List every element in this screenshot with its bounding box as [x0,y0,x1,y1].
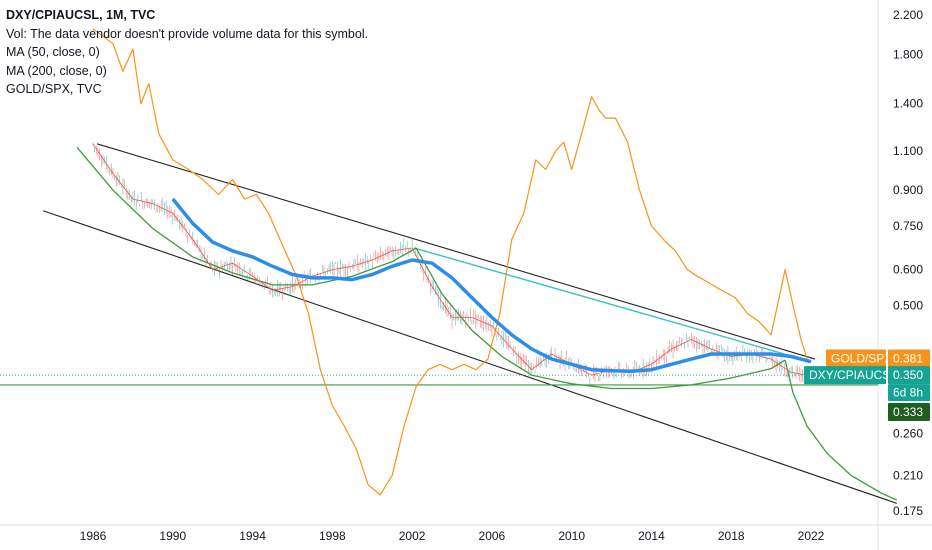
x-tick-label: 2002 [399,529,426,543]
y-tick-label: 0.500 [893,298,923,312]
y-tick-label: 0.260 [893,426,923,440]
y-tick-label: 0.750 [893,219,923,233]
x-axis[interactable]: 1986 1990 1994 1998 2002 2006 2010 2014 2018 2022 [80,529,825,543]
legend-compare[interactable]: GOLD/SPX, TVC [6,82,102,96]
y-tick-label: 1.800 [893,47,923,61]
y-tick-label: 0.600 [893,263,923,277]
y-tick-label: 1.400 [893,97,923,111]
y-axis[interactable]: 2.200 1.800 1.400 1.100 0.900 0.750 0.600 0.500… [893,8,923,518]
x-tick-label: 2006 [479,529,506,543]
cup-arc-1 [76,146,417,286]
y-tick-label: 0.175 [893,504,923,518]
cup-arc-2 [415,247,786,390]
channel-upper-line [96,143,816,360]
x-tick-label: 2018 [718,529,745,543]
gold-value-badge-box [888,349,930,368]
dxy-value-badge-box [888,366,930,385]
trendline [413,247,812,363]
gold-label-badge: GOLD/SPX [831,352,892,366]
y-tick-label: 1.100 [893,144,923,158]
x-tick-label: 1998 [319,529,346,543]
x-tick-label: 1994 [239,529,266,543]
legend-volume: Vol: The data vendor doesn't provide vol… [6,26,369,41]
y-tick-label: 2.200 [893,8,923,22]
legend: DXY/CPIAUCSL, 1M, TVC Vol: The data vend… [6,6,368,99]
y-tick-label: 0.210 [893,468,923,482]
x-tick-label: 2010 [558,529,585,543]
x-tick-label: 1990 [159,529,186,543]
dxy-value-badge: 0.350 [893,368,923,382]
countdown-badge: 6d 8h [893,386,923,400]
ma50-line[interactable] [171,197,812,374]
gold-spx-line[interactable] [92,28,808,496]
x-tick-label: 1986 [80,529,107,543]
gold-label-badge-box [826,349,886,368]
channel-lower-line [42,210,897,504]
dxy-label-badge-box [804,366,886,385]
line-value-badge-box [888,402,930,421]
dxy-line[interactable] [92,143,808,376]
cup-arc-3 [784,359,898,501]
legend-ma50[interactable]: MA (50, close, 0) [6,45,100,59]
x-tick-label: 2022 [798,529,825,543]
legend-title[interactable]: DXY/CPIAUCSL, 1M, TVC [6,8,156,22]
drawings-layer [0,143,898,504]
legend-ma200[interactable]: MA (200, close, 0) [6,63,107,78]
dxy-label-badge: DXY/CPIAUCSL [809,368,897,382]
countdown-badge-box [888,384,930,402]
gold-value-badge: 0.381 [893,352,923,366]
x-tick-label: 2014 [638,529,665,543]
line-value-badge: 0.333 [893,405,923,419]
y-tick-label: 0.900 [893,183,923,197]
dxy-candles [92,142,807,385]
